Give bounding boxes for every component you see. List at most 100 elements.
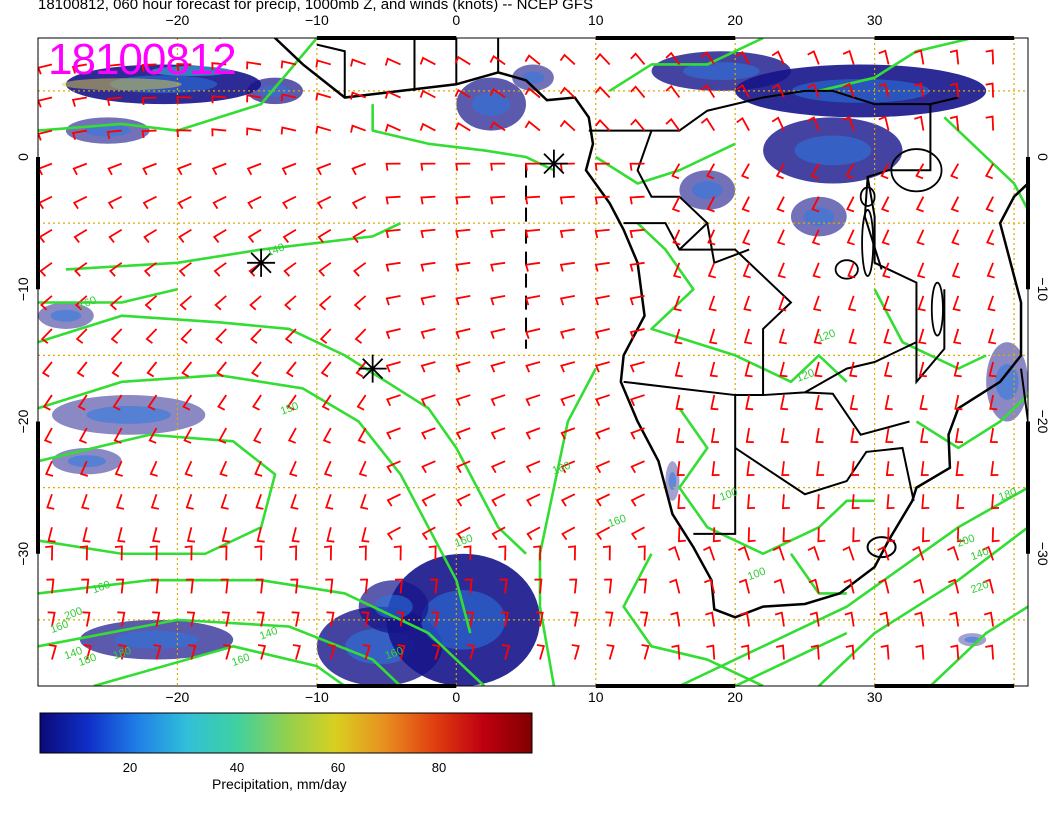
country-border: [316, 43, 346, 98]
wind-barb: [954, 427, 963, 444]
lake-outline: [859, 186, 876, 207]
wind-barb: [361, 611, 370, 627]
wind-barb: [286, 394, 297, 411]
precip-core: [682, 62, 760, 80]
wind-barb: [420, 361, 436, 373]
wind-barb: [629, 328, 645, 339]
wind-barb: [880, 163, 890, 180]
wind-barb: [594, 195, 610, 205]
wind-barb: [320, 361, 332, 378]
wind-barb: [490, 460, 506, 474]
wind-barb: [630, 526, 645, 541]
wind-barb: [813, 328, 822, 345]
wind-barb: [82, 611, 91, 627]
precip-core: [803, 207, 835, 226]
wind-barb: [669, 578, 681, 594]
wind-barb: [420, 294, 436, 306]
wind-barb: [914, 611, 925, 627]
wind-barb: [747, 527, 756, 543]
wind-barb: [525, 460, 541, 474]
wind-barb: [315, 59, 332, 68]
wind-barb: [490, 162, 506, 171]
wind-barb: [880, 644, 890, 660]
wind-barb: [629, 361, 645, 373]
wind-barb: [843, 578, 855, 594]
wind-barb: [704, 578, 716, 594]
contour-label: 160: [230, 651, 251, 669]
wind-barb: [111, 361, 123, 378]
wind-barb: [845, 163, 855, 180]
lesotho-border: [866, 536, 897, 559]
wind-barb: [386, 493, 401, 507]
contour-label: 220: [969, 579, 990, 597]
wind-barb: [559, 119, 576, 132]
wind-barb: [916, 262, 926, 279]
colorbar-label: Precipitation, mm/day: [212, 776, 347, 792]
wind-barb: [358, 460, 367, 477]
lon-label-top: −20: [166, 12, 190, 28]
wind-barb: [560, 394, 576, 407]
wind-barb: [885, 427, 894, 444]
wind-barb: [181, 361, 193, 378]
wind-barb: [108, 262, 123, 277]
wind-barb: [251, 394, 262, 411]
wind-barb: [814, 394, 823, 411]
wind-barb: [211, 62, 227, 71]
wind-barb: [350, 91, 366, 100]
wind-barb: [986, 229, 995, 246]
wind-barb: [142, 162, 157, 176]
wind-barb: [677, 494, 686, 510]
wind-barb: [914, 82, 925, 98]
wind-barb: [524, 87, 541, 99]
wind-barb: [707, 262, 717, 279]
wind-barb: [179, 295, 192, 311]
wind-barb: [629, 195, 645, 205]
wind-barb: [985, 49, 995, 65]
wind-barb: [817, 527, 826, 543]
wind-barb: [82, 527, 91, 543]
wind-barb: [985, 644, 995, 660]
height-contour: [622, 553, 764, 686]
wind-barb: [292, 644, 301, 660]
wind-barb: [351, 195, 367, 210]
wind-barb: [629, 261, 645, 272]
wind-barb: [185, 493, 194, 510]
wind-barb: [71, 63, 87, 74]
wind-barb: [490, 427, 506, 440]
wind-barb: [285, 361, 297, 378]
wind-barb: [878, 115, 890, 131]
wind-barb: [845, 644, 855, 660]
wind-barb: [72, 162, 88, 176]
map-title: 18100812, 060 hour forecast for precip, …: [38, 0, 593, 13]
wind-barb: [605, 611, 614, 627]
wind-barb: [254, 545, 263, 561]
wind-barb: [807, 545, 820, 561]
wind-barb: [809, 611, 820, 627]
wind-barb: [246, 61, 262, 70]
height-contour: [915, 394, 1028, 450]
wind-barb: [149, 460, 158, 477]
colorbar: [39, 712, 533, 754]
wind-barb: [779, 394, 789, 411]
wind-barb: [887, 527, 896, 543]
wind-barb: [385, 294, 401, 306]
wind-barb: [109, 295, 123, 311]
wind-barb: [177, 162, 192, 176]
wind-barb: [490, 195, 506, 205]
wind-barb: [216, 361, 227, 378]
wind-barb: [219, 545, 228, 561]
wind-barb: [384, 57, 401, 66]
wind-barb: [183, 427, 193, 444]
wind-barb: [595, 427, 611, 440]
height-contour: [595, 142, 736, 185]
wind-barb: [117, 611, 126, 627]
height-contour: [817, 526, 1028, 686]
wind-barb: [709, 328, 718, 345]
wind-barb: [108, 228, 123, 244]
wind-barb: [420, 328, 436, 339]
lon-label-top: −10: [305, 12, 329, 28]
wind-barb: [706, 644, 716, 660]
contour-label: 200: [63, 605, 84, 623]
wind-barb: [113, 427, 123, 444]
wind-barb: [353, 295, 367, 311]
